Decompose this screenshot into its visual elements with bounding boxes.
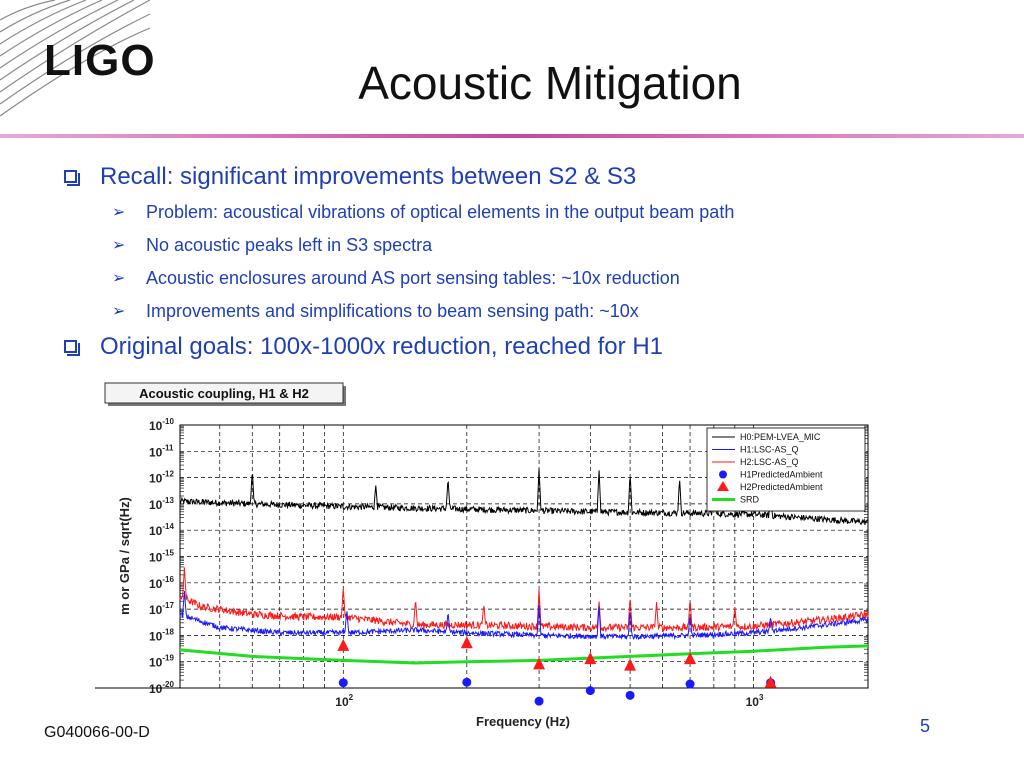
y-tick-label: 10-15 [149,549,174,565]
x-tick-label: 103 [746,693,764,709]
h1-predicted-marker [585,686,595,696]
legend-label: SRD [740,495,760,505]
h2-predicted-marker [584,652,597,665]
acoustic-coupling-chart: Acoustic coupling, H1 & H2 10-1010-1110-… [95,382,869,729]
footer-doc-id: G040066-00-D [44,724,150,741]
y-tick-label: 10-16 [149,575,174,591]
legend-entry: H2PredictedAmbient [717,481,823,492]
legend-label: H2PredictedAmbient [740,482,823,492]
sub-bullet-item: ➢ Problem: acoustical vibrations of opti… [60,196,1000,229]
legend-entry: H1:LSC-AS_Q [712,445,799,455]
square-bullet-icon [64,340,80,356]
legend-label: H1:LSC-AS_Q [740,445,799,455]
h2-predicted-marker [460,636,473,649]
y-tick-label: 10-19 [149,654,174,670]
bullet-item: Original goals: 100x-1000x reduction, re… [60,330,1000,364]
sub-bullet-item: ➢ No acoustic peaks left in S3 spectra [60,229,1000,262]
y-tick-label: 10-13 [149,496,174,512]
title-divider [0,134,1024,138]
h2-predicted-marker [764,675,777,688]
h1-predicted-marker [534,696,544,706]
arrow-bullet-icon: ➢ [112,270,126,287]
logo: LIGO [44,36,156,85]
legend-entry: H2:LSC-AS_Q [712,457,799,467]
y-tick-label: 10-14 [149,522,174,538]
y-tick-label: 10-12 [149,470,174,486]
y-tick-label: 10-10 [149,417,174,433]
x-tick-label: 102 [335,693,353,709]
page-number: 5 [920,716,931,736]
h1-predicted-marker [462,677,472,687]
bullet-text: Recall: significant improvements between… [100,163,637,190]
y-tick-label: 10-17 [149,601,174,617]
legend-swatch [717,481,729,491]
x-axis-label: Frequency (Hz) [476,714,570,729]
h1-predicted-marker [685,679,695,689]
legend-label: H1PredictedAmbient [740,470,823,480]
arrow-bullet-icon: ➢ [112,237,126,254]
marker-layer [337,636,777,706]
y-tick-label: 10-18 [149,627,174,643]
series-line-h0 [179,468,869,525]
h2-predicted-marker [337,638,350,651]
h1-predicted-marker [338,678,348,688]
bullet-text: Problem: acoustical vibrations of optica… [146,202,735,222]
bullet-text: Original goals: 100x-1000x reduction, re… [100,333,663,360]
bullet-item: Recall: significant improvements between… [60,160,1000,194]
chart-caption: Acoustic coupling, H1 & H2 [139,386,309,401]
h2-predicted-marker [533,657,546,670]
x-axis: 102 103 [335,693,764,709]
ligo-arcs-icon [0,0,150,117]
legend-entry: SRD [712,495,760,505]
y-axis-label: m or GPa / sqrt(Hz) [117,497,132,615]
chart-caption-box: Acoustic coupling, H1 & H2 [104,382,346,406]
legend-label: H0:PEM-LVEA_MIC [740,432,821,442]
bullet-list: Recall: significant improvements between… [60,160,1000,364]
legend-entry: H0:PEM-LVEA_MIC [712,432,821,442]
square-bullet-icon [64,170,80,186]
legend-entry: H1PredictedAmbient [719,470,823,480]
y-axis: 10-10 10-11 10-12 10-13 10-14 10-15 10-16 10-17… [149,417,174,696]
bullet-text: Acoustic enclosures around AS port sensi… [146,268,680,288]
page-title: Acoustic Mitigation [358,57,742,109]
h2-predicted-marker [624,658,637,671]
sub-bullet-item: ➢ Improvements and simplifications to be… [60,295,1000,328]
series-line-h1 [179,590,869,641]
legend: H0:PEM-LVEA_MIC H1:LSC-AS_Q H2:LSC-AS_Q H1P… [706,427,866,512]
sub-bullet-item: ➢ Acoustic enclosures around AS port sen… [60,262,1000,295]
legend-box [706,427,866,512]
bullet-text: Improvements and simplifications to beam… [146,301,639,321]
legend-swatch [719,470,727,479]
bullet-text: No acoustic peaks left in S3 spectra [146,235,433,255]
h1-predicted-marker [625,690,635,700]
legend-label: H2:LSC-AS_Q [740,457,799,467]
h2-predicted-marker [684,652,697,665]
y-tick-label: 10-20 [149,680,174,696]
arrow-bullet-icon: ➢ [112,204,126,221]
series-line-h2 [179,567,869,633]
arrow-bullet-icon: ➢ [112,303,126,320]
y-tick-label: 10-11 [149,443,174,459]
